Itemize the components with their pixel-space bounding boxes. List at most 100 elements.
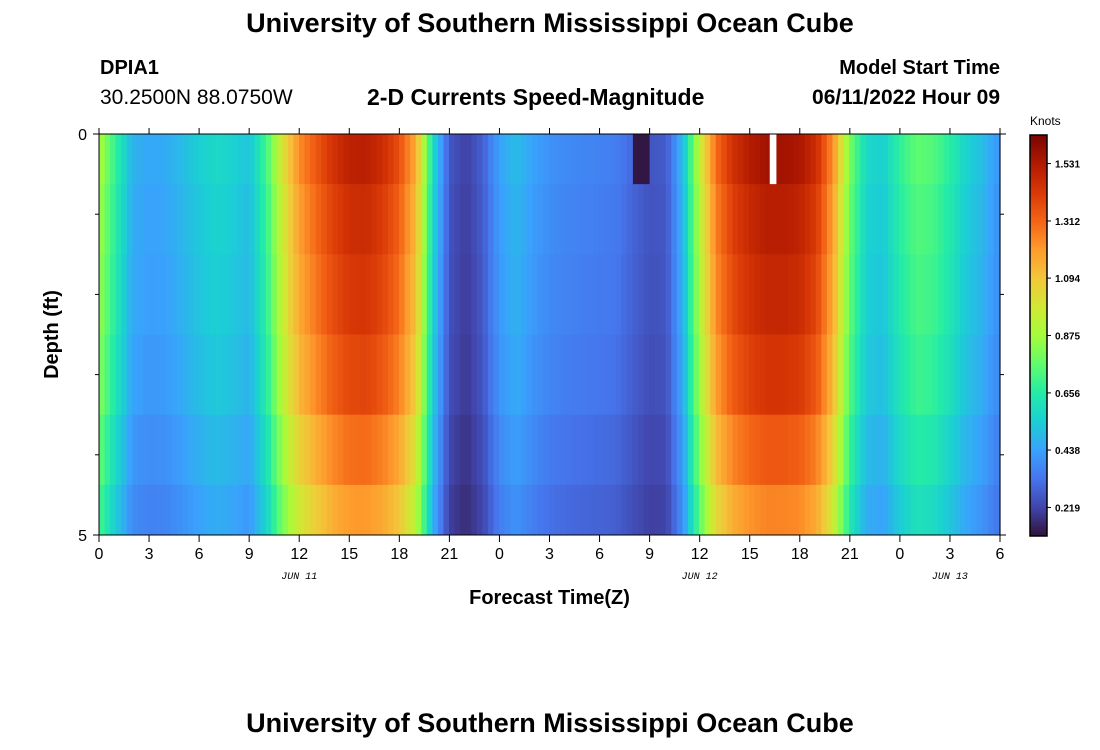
heatmap-cell xyxy=(326,334,333,416)
heatmap-cell xyxy=(365,254,372,335)
heatmap-cell xyxy=(515,254,522,335)
heatmap-cell xyxy=(310,484,317,536)
heatmap-cell xyxy=(949,414,956,486)
heatmap-cell xyxy=(143,414,150,486)
heatmap-cell xyxy=(843,254,850,335)
heatmap-cell xyxy=(876,184,884,255)
heatmap-cell xyxy=(860,334,867,416)
heatmap-cell xyxy=(954,134,961,185)
heatmap-cell xyxy=(821,184,828,255)
heatmap-cell xyxy=(265,184,272,255)
heatmap-cell xyxy=(226,484,233,536)
heatmap-cell xyxy=(810,484,817,536)
heatmap-cell xyxy=(865,254,872,335)
heatmap-cell xyxy=(149,334,156,416)
heatmap-cell xyxy=(510,254,517,335)
heatmap-cell xyxy=(215,334,222,416)
missing-data-cell xyxy=(769,134,777,185)
heatmap-cell xyxy=(799,484,806,536)
heatmap-cell xyxy=(687,334,695,416)
heatmap-cell xyxy=(260,334,267,416)
heatmap-cell xyxy=(265,484,272,536)
heatmap-cell xyxy=(199,414,206,486)
heatmap-cell xyxy=(510,184,517,255)
heatmap-cell xyxy=(149,184,156,255)
heatmap-cell xyxy=(304,414,311,486)
heatmap-cell xyxy=(910,414,917,486)
heatmap-cell xyxy=(449,254,456,335)
heatmap-cell xyxy=(143,184,150,255)
x-tick-label: 18 xyxy=(791,546,809,563)
heatmap-cell xyxy=(526,484,533,536)
heatmap-cell xyxy=(660,414,667,486)
heatmap-cell xyxy=(293,184,300,255)
heatmap-cell xyxy=(237,334,245,416)
heatmap-cell xyxy=(799,334,806,416)
heatmap-cell xyxy=(532,484,539,536)
heatmap-cell xyxy=(737,134,745,185)
heatmap-cell xyxy=(926,184,934,255)
heatmap-cell xyxy=(621,254,628,335)
heatmap-cell xyxy=(371,484,378,536)
heatmap-cell xyxy=(699,134,706,185)
heatmap-cell xyxy=(760,414,767,486)
heatmap-cell xyxy=(954,184,961,255)
heatmap-cell xyxy=(643,184,650,255)
heatmap-cell xyxy=(537,334,545,416)
heatmap-cell xyxy=(349,184,356,255)
heatmap-cell xyxy=(754,484,761,536)
heatmap-cell xyxy=(493,334,500,416)
heatmap-cell xyxy=(182,484,189,536)
heatmap-cell xyxy=(115,184,122,255)
heatmap-cell xyxy=(654,414,661,486)
heatmap-cell xyxy=(365,414,372,486)
heatmap-cell xyxy=(321,254,328,335)
heatmap-cell xyxy=(671,184,678,255)
heatmap-cell xyxy=(582,134,589,185)
heatmap-cell xyxy=(793,184,800,255)
date-label: JUN 11 xyxy=(281,572,317,583)
heatmap-cell xyxy=(832,414,839,486)
heatmap-cell xyxy=(671,134,678,185)
heatmap-cell xyxy=(860,184,867,255)
heatmap-cell xyxy=(421,184,428,255)
heatmap-cell xyxy=(715,414,722,486)
heatmap-cell xyxy=(649,134,656,185)
heatmap-cell xyxy=(126,484,133,536)
heatmap-cell xyxy=(421,484,428,536)
heatmap-cell xyxy=(682,334,689,416)
heatmap-cell xyxy=(304,484,311,536)
heatmap-cell xyxy=(221,334,228,416)
heatmap-cell xyxy=(160,254,167,335)
heatmap-cell xyxy=(515,414,522,486)
heatmap-cell xyxy=(326,184,333,255)
heatmap-cell xyxy=(960,334,967,416)
heatmap-cell xyxy=(543,484,550,536)
heatmap-cell xyxy=(665,414,672,486)
heatmap-cell xyxy=(654,134,661,185)
heatmap-cell xyxy=(304,134,311,185)
heatmap-cell xyxy=(982,134,989,185)
x-axis: 0 3 6 9 12 15 18 21 0 3 6 9 12 15 18 21 0 3 6 JUN 11 JUN 12 J… xyxy=(95,128,1005,583)
heatmap-cell xyxy=(915,414,922,486)
heatmap-cell xyxy=(182,134,189,185)
heatmap-cell xyxy=(99,334,106,416)
heatmap-cell xyxy=(165,184,172,255)
heatmap-cell xyxy=(915,184,922,255)
heatmap-cell xyxy=(732,254,739,335)
heatmap-cell xyxy=(982,184,989,255)
heatmap-cell xyxy=(804,484,811,536)
heatmap-cell xyxy=(476,334,483,416)
heatmap-cell xyxy=(432,134,439,185)
heatmap-cell xyxy=(282,184,289,255)
heatmap-cell xyxy=(326,414,333,486)
heatmap-cell xyxy=(537,414,545,486)
heatmap-cell xyxy=(554,134,561,185)
heatmap-cell xyxy=(121,184,128,255)
heatmap-cell xyxy=(593,184,600,255)
heatmap-cell xyxy=(649,184,656,255)
heatmap-cells xyxy=(99,134,1001,536)
heatmap-cell xyxy=(954,484,961,536)
heatmap-cell xyxy=(893,254,900,335)
heatmap-cell xyxy=(582,254,589,335)
